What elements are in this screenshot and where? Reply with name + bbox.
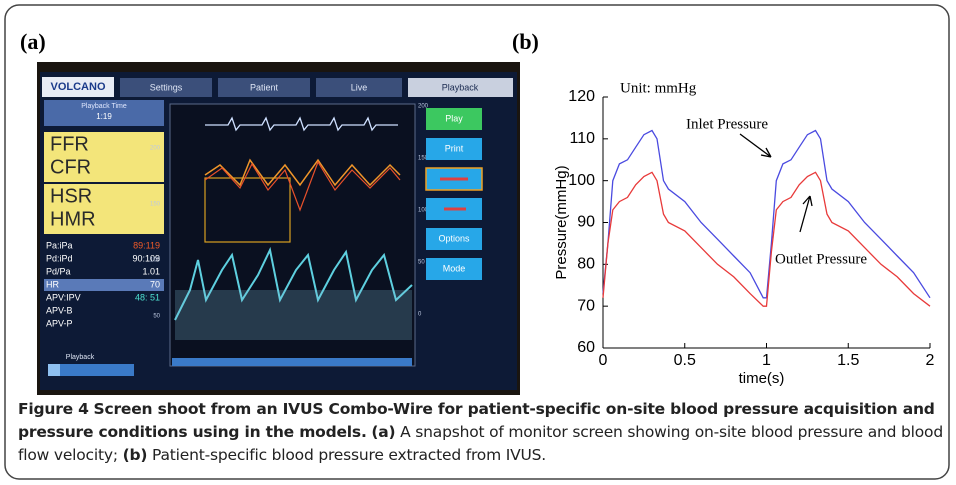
readout-label: APV-B	[46, 305, 73, 315]
caption-text: Patient-specific blood pressure extracte…	[152, 446, 546, 464]
playback-time: 1:19	[96, 112, 112, 121]
index-label: FFR	[50, 133, 89, 155]
readout-label: Pa:iPa	[46, 240, 73, 250]
annotation: Unit: mmHg	[620, 80, 697, 96]
waveform	[204, 158, 401, 187]
button-label: Print	[445, 143, 464, 153]
tab: Settings	[150, 82, 183, 92]
selection-box	[204, 177, 291, 243]
highlight	[44, 279, 164, 291]
y-tick-label: 80	[577, 256, 595, 273]
slider	[48, 364, 134, 376]
scale-label: 100	[150, 258, 161, 264]
caption-part-label: (b)	[122, 446, 148, 464]
waveform	[204, 160, 401, 212]
readout-label: Pd:iPd	[46, 253, 73, 263]
readout-value: 48: 51	[135, 292, 160, 302]
spectrum	[175, 290, 412, 340]
index-label: CFR	[50, 156, 91, 178]
x-axis-label: time(s)	[739, 370, 785, 387]
y-tick-label: 60	[577, 339, 595, 356]
playback-time-label: Playback Time	[81, 103, 127, 110]
readout-value: 90:109	[132, 253, 160, 263]
line	[602, 171, 931, 307]
index-label: HMR	[50, 208, 96, 230]
x-tick-label: 2	[926, 352, 935, 369]
scale-label: 100	[418, 208, 429, 214]
x-tick-label: 1.5	[837, 352, 859, 369]
caption: Figure 4 Screen shoot from an IVUS Combo…	[18, 398, 943, 467]
series-annotation: Outlet Pressure	[775, 251, 867, 267]
y-tick-label: 110	[569, 130, 595, 147]
figure-border	[4, 4, 950, 480]
figure-number: Figure 4	[18, 400, 89, 418]
readout-value: 70	[150, 279, 160, 289]
arrow	[799, 195, 813, 233]
line	[602, 129, 931, 299]
icon	[440, 177, 468, 211]
caption-part-label: (a)	[371, 423, 396, 441]
readout-value: 1.01	[142, 266, 160, 276]
chart: 60 70 80 90 100 110 120 0 0.5 1 1.5 2 time(s) Pressur…	[553, 80, 935, 387]
scale-label: 150	[418, 156, 429, 162]
tab: Live	[351, 82, 368, 92]
caption-title: Screen shoot from an IVUS Combo-Wire for…	[18, 400, 935, 441]
x-tick-label: 0	[599, 352, 608, 369]
monitor-scales: 200 150 100 50 200 150 100 50 0	[150, 104, 429, 320]
y-axis-label: Pressure(mmHg)	[553, 165, 570, 279]
panel-label: (b)	[512, 29, 539, 54]
scale-label: 200	[418, 104, 429, 110]
scroll-bar	[172, 358, 412, 366]
y-tick-label: 90	[577, 214, 595, 231]
button-label: Mode	[443, 263, 466, 273]
y-tick-label: 120	[568, 88, 595, 105]
panel-label: (a)	[20, 29, 46, 54]
tab: Playback	[442, 82, 479, 92]
readout-label: APV:IPV	[46, 292, 81, 302]
x-tick-label: 1	[762, 352, 771, 369]
y-tick-label: 100	[568, 172, 595, 189]
caption-text: A snapshot of monitor screen showing on-…	[18, 423, 943, 464]
waveform	[205, 116, 398, 132]
series-annotation: Inlet Pressure	[686, 116, 768, 132]
arrow	[739, 133, 772, 158]
logo: VOLCANO	[51, 81, 106, 93]
slider-label: Playback	[66, 354, 95, 361]
scale-label: 0	[418, 312, 422, 318]
scale-label: 200	[150, 146, 161, 152]
readout-label: APV-P	[46, 318, 73, 328]
scale-label: 150	[150, 202, 161, 208]
button-label: Options	[438, 233, 470, 243]
waveform	[174, 246, 413, 321]
readout-label: Pd/Pa	[46, 266, 71, 276]
monitor-photo: VOLCANO Settings Patient Live Playback P…	[37, 62, 520, 395]
scale-label: 50	[418, 260, 425, 266]
readout-label: HR	[46, 279, 59, 289]
slider-handle	[48, 364, 60, 376]
button-label: Play	[445, 113, 463, 123]
tab: Patient	[250, 82, 279, 92]
index-label: HSR	[50, 185, 92, 207]
readout-value: 89:119	[133, 240, 160, 250]
y-tick-label: 70	[577, 297, 595, 314]
scale-label: 50	[153, 314, 160, 320]
readouts: Pa:iPa 89:119 Pd:iPd 90:109 Pd/Pa 1.01 HR 70 APV…	[44, 240, 164, 328]
x-tick-label: 0.5	[674, 352, 696, 369]
